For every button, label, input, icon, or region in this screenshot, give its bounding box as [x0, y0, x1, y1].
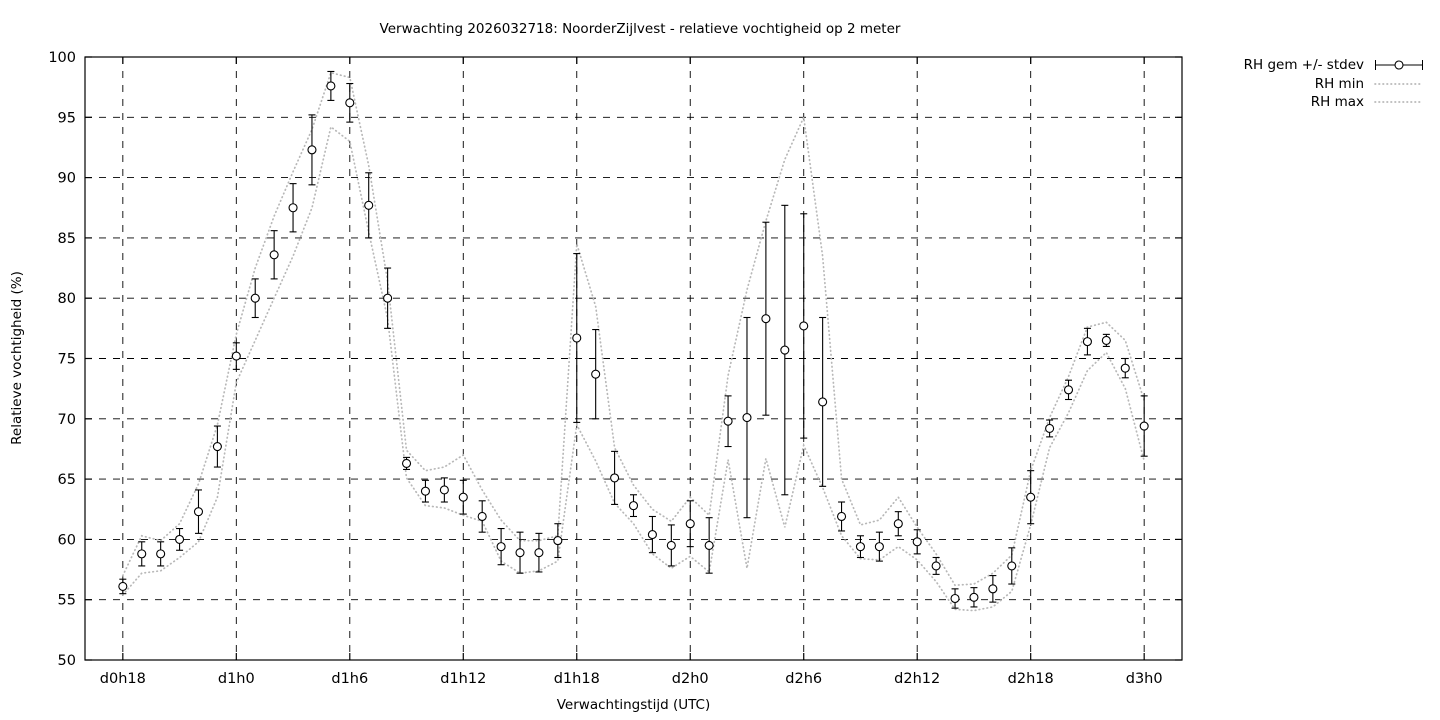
x-tick-label: d1h18: [554, 671, 600, 687]
y-tick-label: 80: [58, 291, 76, 307]
legend-label-min: RH min: [1314, 75, 1364, 92]
y-tick-label: 70: [58, 412, 76, 428]
legend-item-max: RH max: [1311, 93, 1424, 112]
y-tick-label: 90: [58, 171, 76, 187]
legend-item-min: RH min: [1315, 75, 1424, 94]
y-tick-label: 65: [58, 472, 76, 488]
y-tick-label: 55: [58, 593, 76, 609]
x-tick-label: d3h0: [1126, 671, 1163, 687]
legend-label-mean: RH gem +/- stdev: [1243, 57, 1364, 74]
y-tick-label: 95: [58, 110, 76, 126]
dotted-line-max-icon: [1374, 101, 1424, 104]
x-tick-label: d2h6: [785, 671, 822, 687]
dotted-line-min-icon: [1374, 82, 1424, 85]
x-tick-label: d0h18: [100, 671, 146, 687]
x-axis-label: Verwachtingstijd (UTC): [556, 697, 711, 713]
x-tick-label: d2h0: [672, 671, 709, 687]
x-tick-label: d2h18: [1008, 671, 1054, 687]
x-tick-label: d2h12: [894, 671, 940, 687]
x-tick-label: d1h12: [440, 671, 486, 687]
chart-title: Verwachting 2026032718: NoorderZijlvest …: [379, 21, 901, 37]
y-tick-label: 50: [58, 653, 76, 669]
x-tick-label: d1h6: [331, 671, 368, 687]
legend-item-mean: RH gem +/- stdev: [1244, 56, 1424, 75]
y-tick-label: 75: [58, 352, 76, 368]
legend-label-max: RH max: [1310, 94, 1364, 111]
legend: RH gem +/- stdev RH min RH max: [1244, 56, 1424, 112]
y-tick-label: 85: [58, 231, 76, 247]
y-tick-label: 100: [48, 50, 76, 66]
y-tick-label: 60: [58, 532, 76, 548]
errorbar-sample-icon: [1375, 60, 1423, 71]
x-tick-label: d1h0: [218, 671, 255, 687]
